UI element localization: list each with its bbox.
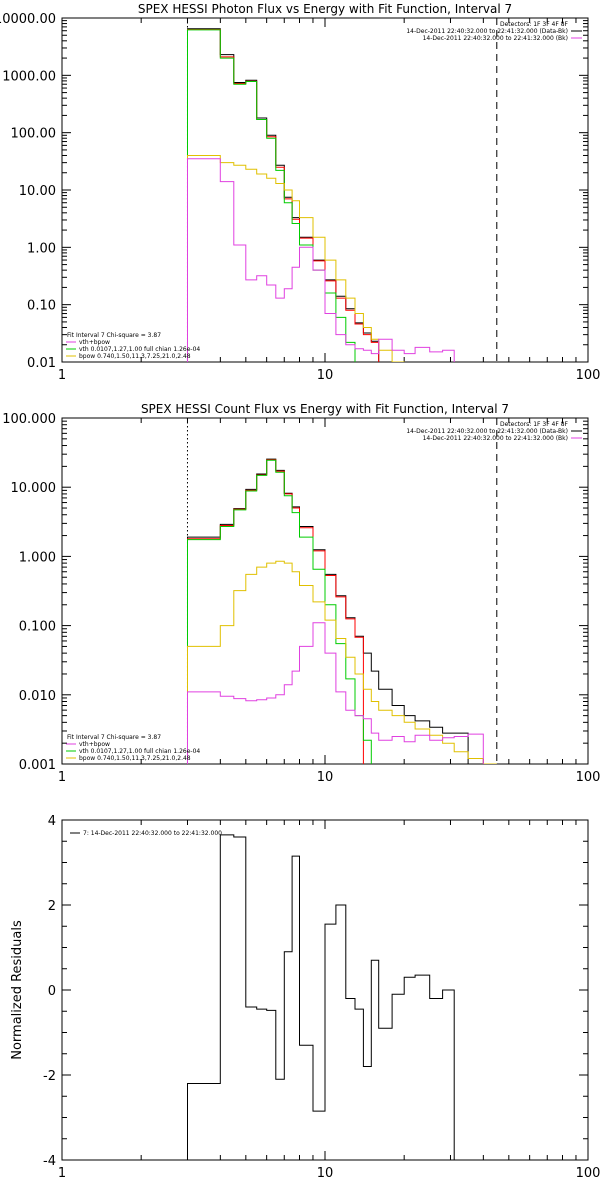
series-line: [187, 155, 416, 362]
legend-entry: bpow 0.740,1.50,11.3,7.25,21.0,2.48: [79, 755, 191, 762]
series-line: [187, 458, 469, 764]
y-tick-label: 0.010: [19, 689, 56, 704]
x-tick-label: 10: [317, 1166, 334, 1181]
series-line: [187, 459, 372, 764]
legend-entry: vth+bpow: [79, 339, 110, 346]
y-tick-label: 100.000: [2, 412, 56, 427]
y-tick-label: 2: [48, 899, 56, 914]
series-line: [187, 560, 497, 764]
legend-entry: 14-Dec-2011 22:40:32.000 to 22:41:32.000…: [406, 428, 568, 435]
x-tick-label: 100: [576, 1166, 600, 1181]
count-flux-panel: SPEX HESSI Count Flux vs Energy with Fit…: [2, 402, 600, 785]
legend-entry: Fit Interval 7 Chi-square = 3.87: [67, 332, 161, 339]
legend-entry: vth 0.0107,1.27,1.00 full chian 1.26e-04: [79, 748, 200, 755]
series-line: [187, 29, 380, 362]
legend-entry: Detectors: 1F 3F 4F 8F: [500, 21, 569, 28]
y-tick-label: 0.01: [27, 356, 56, 371]
y-tick-label: -2: [43, 1069, 56, 1084]
y-tick-label: 1.000: [19, 550, 56, 565]
y-tick-label: 1000.00: [2, 69, 56, 84]
chart-title: SPEX HESSI Photon Flux vs Energy with Fi…: [138, 2, 512, 16]
legend-entry: vth 0.0107,1.27,1.00 full chian 1.26e-04: [79, 346, 200, 353]
series-line: [187, 834, 455, 1160]
y-tick-label: 0.100: [19, 620, 56, 635]
x-tick-label: 100: [576, 368, 600, 383]
x-tick-label: 10: [317, 368, 334, 383]
photon-flux-panel: SPEX HESSI Photon Flux vs Energy with Fi…: [0, 2, 600, 383]
legend-entry: 7: 14-Dec-2011 22:40:32.000 to 22:41:32.…: [83, 830, 222, 837]
series-line: [187, 158, 455, 362]
chart-title: SPEX HESSI Count Flux vs Energy with Fit…: [141, 402, 509, 416]
y-tick-label: 1.00: [27, 241, 56, 256]
legend-entry: 14-Dec-2011 22:40:32.000 to 22:41:32.000…: [423, 35, 568, 42]
y-tick-label: 10.000: [11, 481, 57, 496]
x-tick-label: 1: [58, 368, 66, 383]
legend-entry: 14-Dec-2011 22:40:32.000 to 22:41:32.000…: [423, 435, 568, 442]
y-tick-label: -4: [43, 1154, 56, 1169]
x-tick-label: 10: [317, 770, 334, 785]
y-tick-label: 4: [48, 814, 56, 829]
legend-entry: Fit Interval 7 Chi-square = 3.87: [67, 734, 161, 741]
y-tick-label: 100.00: [11, 127, 57, 142]
y-tick-label: 0.10: [27, 299, 56, 314]
legend-entry: 14-Dec-2011 22:40:32.000 to 22:41:32.000…: [406, 28, 568, 35]
series-line: [187, 459, 364, 764]
legend-entry: Detectors: 1F 3F 4F 8F: [500, 421, 569, 428]
y-tick-label: 10000.00: [0, 12, 56, 27]
y-tick-label: 0.001: [19, 758, 56, 773]
x-tick-label: 1: [58, 770, 66, 785]
legend-entry: vth+bpow: [79, 741, 110, 748]
series-line: [187, 29, 364, 362]
series-line: [187, 622, 484, 764]
x-tick-label: 1: [58, 1166, 66, 1181]
series-line: [187, 28, 380, 362]
y-tick-label: 0: [48, 984, 56, 999]
x-tick-label: 100: [576, 770, 600, 785]
y-axis-label: Normalized Residuals: [10, 920, 25, 1060]
legend-entry: bpow 0.740,1.50,11.3,7.25,21.0,2.48: [79, 353, 191, 360]
residuals-panel: 1 10 100 4 2 0 -2 -4 Normalized Residuals 7: 14-D…: [10, 814, 600, 1181]
y-tick-label: 10.00: [19, 184, 56, 199]
